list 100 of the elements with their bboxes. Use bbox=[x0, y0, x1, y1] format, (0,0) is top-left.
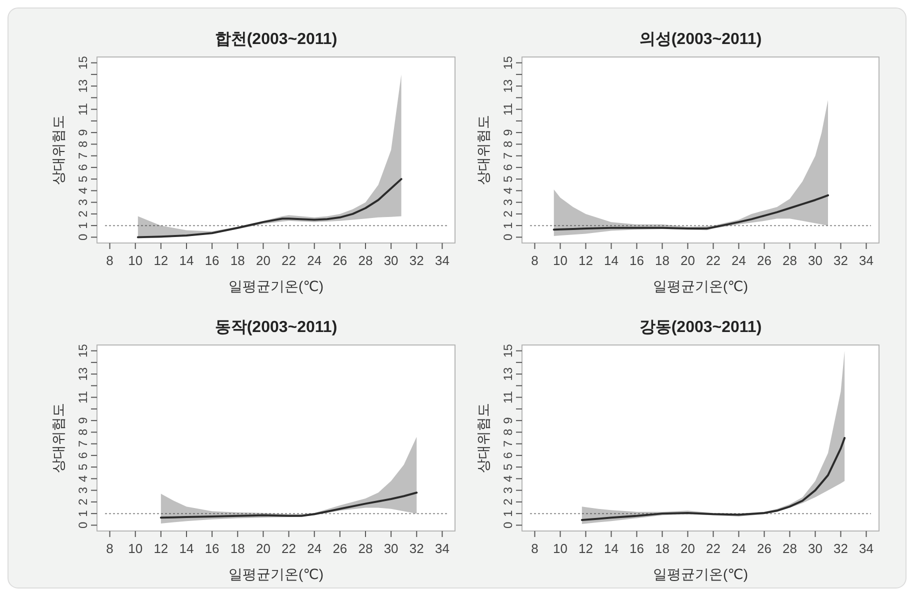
y-tick-label: 0 bbox=[501, 234, 515, 241]
x-tick-label: 20 bbox=[256, 253, 270, 268]
y-tick-label: 15 bbox=[76, 56, 90, 70]
x-tick-label: 24 bbox=[307, 253, 322, 268]
y-tick-label: 15 bbox=[501, 344, 515, 358]
x-tick-label: 34 bbox=[859, 253, 874, 268]
x-tick-label: 22 bbox=[282, 253, 296, 268]
y-tick-label: 1 bbox=[501, 222, 515, 229]
x-tick-label: 18 bbox=[655, 541, 670, 556]
x-tick-label: 18 bbox=[655, 253, 670, 268]
x-tick-label: 26 bbox=[757, 541, 772, 556]
x-tick-label: 28 bbox=[358, 253, 373, 268]
x-tick-label: 10 bbox=[128, 541, 143, 556]
y-axis-title: 상대위험도 bbox=[50, 403, 66, 473]
line-series bbox=[552, 194, 829, 231]
y-tick-label: 8 bbox=[501, 140, 515, 148]
x-tick-label: 32 bbox=[409, 253, 424, 268]
x-tick-label: 20 bbox=[680, 541, 695, 556]
y-tick-label: 3 bbox=[76, 486, 90, 494]
x-axis-title: 일평균기온(℃) bbox=[228, 278, 324, 294]
y-tick-label: 2 bbox=[501, 498, 515, 506]
y-tick-label: 7 bbox=[501, 440, 515, 448]
x-tick-label: 22 bbox=[282, 541, 296, 556]
x-tick-label: 10 bbox=[553, 253, 568, 268]
y-tick-label: 1 bbox=[76, 222, 90, 229]
y-tick-label: 13 bbox=[76, 79, 90, 93]
x-tick-label: 18 bbox=[230, 253, 245, 268]
y-tick-label: 4 bbox=[76, 187, 90, 194]
x-tick-label: 14 bbox=[179, 253, 194, 268]
y-tick-label: 6 bbox=[76, 164, 90, 171]
x-tick-label: 30 bbox=[384, 541, 398, 556]
chart-title: 동작(2003~2011) bbox=[214, 319, 338, 336]
y-tick-label: 7 bbox=[76, 440, 90, 448]
x-tick-label: 26 bbox=[757, 253, 772, 268]
x-tick-label: 22 bbox=[706, 253, 720, 268]
x-tick-label: 24 bbox=[732, 541, 746, 556]
chart-title: 강동(2003~2011) bbox=[639, 319, 762, 336]
y-tick-label: 11 bbox=[501, 102, 515, 116]
x-tick-label: 30 bbox=[808, 541, 822, 556]
y-tick-label: 5 bbox=[501, 175, 515, 182]
y-tick-label: 1 bbox=[501, 510, 515, 517]
x-tick-label: 14 bbox=[179, 541, 194, 556]
y-tick-label: 4 bbox=[501, 187, 515, 194]
x-axis-title: 일평균기온(℃) bbox=[228, 566, 324, 582]
y-tick-label: 1 bbox=[76, 510, 90, 517]
y-tick-label: 2 bbox=[76, 498, 90, 506]
x-tick-label: 20 bbox=[680, 253, 695, 268]
y-tick-label: 4 bbox=[76, 475, 90, 482]
x-tick-label: 16 bbox=[630, 541, 644, 556]
y-tick-label: 9 bbox=[76, 416, 90, 424]
y-tick-label: 15 bbox=[501, 56, 515, 70]
x-tick-label: 30 bbox=[384, 253, 398, 268]
x-tick-label: 14 bbox=[604, 253, 618, 268]
y-axis-title: 상대위험도 bbox=[475, 403, 491, 473]
y-tick-label: 5 bbox=[76, 175, 90, 182]
y-tick-label: 13 bbox=[501, 367, 515, 381]
y-tick-label: 9 bbox=[501, 128, 515, 136]
x-tick-label: 24 bbox=[307, 541, 322, 556]
y-tick-label: 0 bbox=[76, 234, 90, 241]
line-series bbox=[136, 178, 402, 238]
x-tick-label: 26 bbox=[332, 253, 348, 268]
y-tick-label: 11 bbox=[76, 102, 90, 116]
x-tick-label: 26 bbox=[332, 541, 348, 556]
x-tick-label: 30 bbox=[808, 253, 822, 268]
y-tick-label: 6 bbox=[76, 452, 90, 459]
line-series bbox=[580, 437, 846, 521]
y-tick-label: 3 bbox=[501, 198, 515, 206]
y-axis-title: 상대위험도 bbox=[475, 115, 491, 185]
x-tick-label: 18 bbox=[230, 541, 245, 556]
x-tick-label: 24 bbox=[732, 253, 746, 268]
x-tick-label: 16 bbox=[204, 253, 220, 268]
x-tick-label: 12 bbox=[578, 253, 593, 268]
x-tick-label: 12 bbox=[154, 253, 168, 268]
chart-title: 의성(2003~2011) bbox=[639, 31, 762, 48]
y-tick-label: 11 bbox=[76, 390, 90, 404]
chart-title: 합천(2003~2011) bbox=[214, 31, 338, 48]
x-tick-label: 28 bbox=[782, 541, 797, 556]
x-axis-title: 일평균기온(℃) bbox=[652, 566, 748, 582]
y-tick-label: 11 bbox=[501, 390, 515, 404]
y-tick-label: 15 bbox=[76, 344, 90, 358]
y-tick-label: 2 bbox=[76, 210, 90, 218]
y-tick-label: 7 bbox=[76, 152, 90, 160]
y-tick-label: 7 bbox=[501, 152, 515, 160]
x-tick-label: 8 bbox=[106, 541, 114, 556]
x-tick-label: 10 bbox=[553, 541, 568, 556]
x-tick-label: 34 bbox=[434, 541, 450, 556]
x-tick-label: 32 bbox=[409, 541, 424, 556]
x-tick-label: 32 bbox=[834, 253, 848, 268]
line-series bbox=[160, 492, 418, 519]
y-tick-label: 8 bbox=[76, 140, 90, 148]
x-tick-label: 34 bbox=[434, 253, 450, 268]
y-tick-label: 6 bbox=[501, 452, 515, 459]
x-tick-label: 14 bbox=[604, 541, 618, 556]
y-tick-label: 9 bbox=[501, 416, 515, 424]
x-tick-label: 8 bbox=[531, 541, 538, 556]
y-tick-label: 3 bbox=[76, 198, 90, 206]
y-tick-label: 0 bbox=[501, 522, 515, 529]
y-tick-label: 13 bbox=[76, 367, 90, 381]
x-tick-label: 20 bbox=[256, 541, 270, 556]
y-tick-label: 5 bbox=[501, 463, 515, 470]
